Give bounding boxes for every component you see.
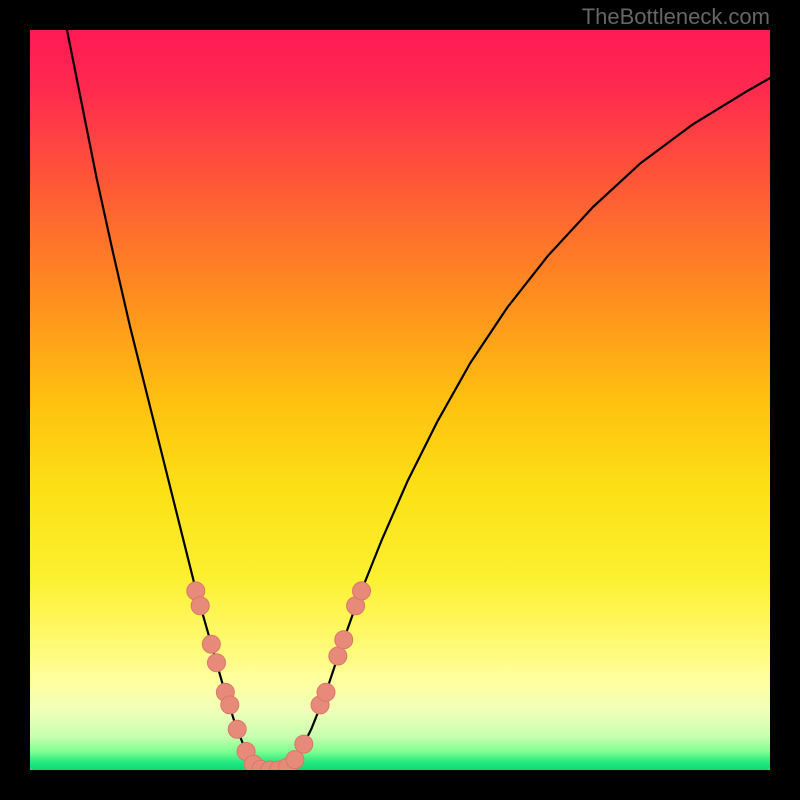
watermark-text: TheBottleneck.com — [582, 4, 770, 30]
chart-plot-area — [30, 30, 770, 770]
gradient-background — [30, 30, 770, 770]
